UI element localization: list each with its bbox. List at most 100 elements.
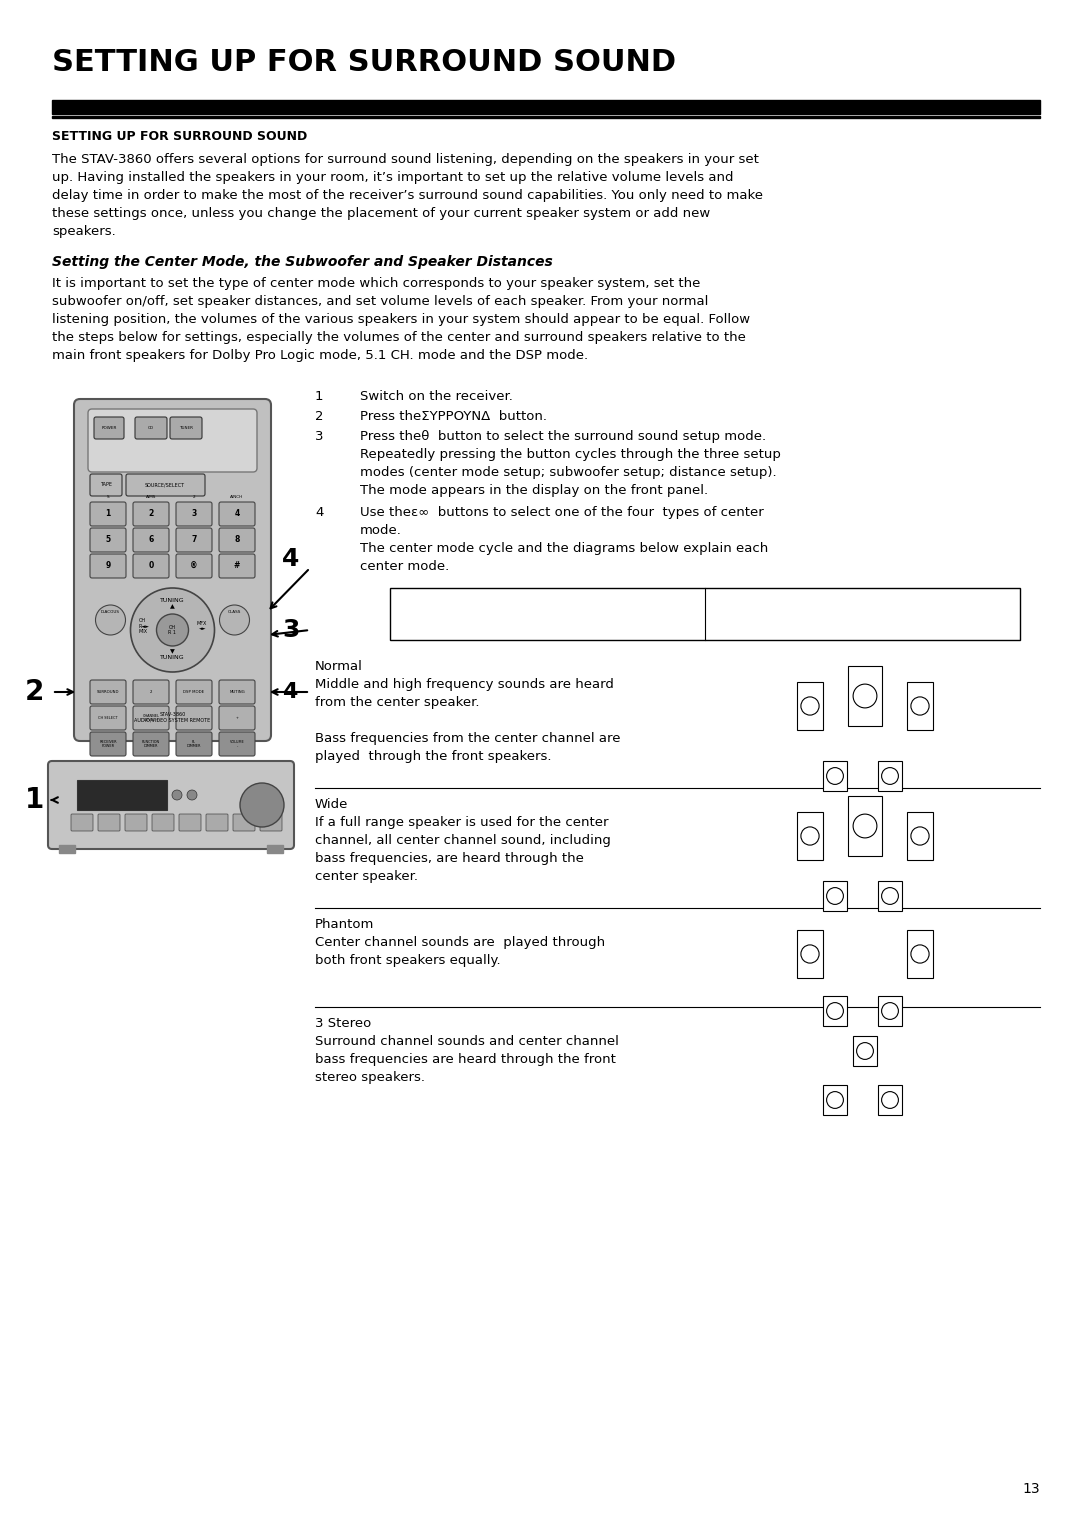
Text: channel, all center channel sound, including: channel, all center channel sound, inclu…: [315, 835, 611, 847]
Text: ─── 3: ─── 3: [399, 597, 424, 606]
Circle shape: [910, 945, 929, 963]
FancyBboxPatch shape: [152, 813, 174, 832]
Bar: [797, 682, 823, 729]
Text: MUTING: MUTING: [229, 690, 245, 694]
Text: center speaker.: center speaker.: [315, 870, 418, 884]
Text: 4: 4: [282, 682, 297, 702]
FancyBboxPatch shape: [90, 554, 126, 578]
Circle shape: [910, 827, 929, 845]
Text: from the center speaker.: from the center speaker.: [315, 696, 480, 710]
Text: Bass frequencies from the center channel are: Bass frequencies from the center channel…: [315, 732, 621, 745]
FancyBboxPatch shape: [176, 681, 212, 703]
Circle shape: [881, 888, 899, 905]
Text: delay time in order to make the most of the receiver’s surround sound capabiliti: delay time in order to make the most of …: [52, 189, 762, 201]
Text: VOLUME
-: VOLUME -: [230, 740, 244, 748]
Text: stereo speakers.: stereo speakers.: [315, 1071, 426, 1083]
Circle shape: [856, 1042, 874, 1059]
Text: main front speakers for Dolby Pro Logic mode, 5.1 CH. mode and the DSP mode.: main front speakers for Dolby Pro Logic …: [52, 349, 589, 362]
Bar: [848, 797, 882, 856]
Text: Repeatedly pressing the button cycles through the three setup: Repeatedly pressing the button cycles th…: [360, 449, 781, 461]
FancyBboxPatch shape: [90, 681, 126, 703]
Text: 2: 2: [25, 678, 44, 707]
Text: It is important to set the type of center mode which corresponds to your speaker: It is important to set the type of cente…: [52, 278, 700, 290]
Circle shape: [881, 1003, 899, 1019]
Circle shape: [826, 1003, 843, 1019]
Text: ®: ®: [190, 562, 198, 571]
FancyBboxPatch shape: [170, 417, 202, 439]
FancyBboxPatch shape: [260, 813, 282, 832]
FancyBboxPatch shape: [233, 813, 255, 832]
Text: both front speakers equally.: both front speakers equally.: [315, 954, 501, 967]
Text: bass frequencies are heard through the front: bass frequencies are heard through the f…: [315, 1053, 616, 1067]
Bar: [797, 812, 823, 861]
Text: A/NCH: A/NCH: [230, 494, 244, 499]
Circle shape: [187, 790, 197, 800]
FancyBboxPatch shape: [90, 528, 126, 552]
Text: subwoofer on/off, set speaker distances, and set volume levels of each speaker. : subwoofer on/off, set speaker distances,…: [52, 295, 708, 308]
Bar: [52, 101, 1040, 114]
Text: Switch on the receiver.: Switch on the receiver.: [360, 391, 513, 403]
Text: D-ACOUS: D-ACOUS: [102, 610, 120, 613]
FancyBboxPatch shape: [219, 681, 255, 703]
Text: played  through the front speakers.: played through the front speakers.: [315, 749, 552, 763]
Text: A/MS: A/MS: [146, 494, 157, 499]
Text: mode.: mode.: [360, 523, 402, 537]
Text: 1: 1: [315, 391, 324, 403]
FancyBboxPatch shape: [176, 732, 212, 755]
FancyBboxPatch shape: [71, 813, 93, 832]
Text: ▼
TUNING: ▼ TUNING: [160, 649, 185, 661]
Text: WIDE: WIDE: [715, 597, 748, 606]
Circle shape: [853, 813, 877, 838]
FancyBboxPatch shape: [206, 813, 228, 832]
Text: +: +: [235, 716, 239, 720]
FancyBboxPatch shape: [87, 409, 257, 472]
Text: RECEIVER
POWER: RECEIVER POWER: [99, 740, 117, 748]
Text: modes (center mode setup; subwoofer setup; distance setup).: modes (center mode setup; subwoofer setu…: [360, 465, 777, 479]
Text: 2 ─── 3: 2 ─── 3: [505, 621, 541, 630]
Text: Wide: Wide: [315, 798, 349, 810]
Text: 13: 13: [1023, 1482, 1040, 1495]
Text: DSP MODE: DSP MODE: [184, 690, 204, 694]
Circle shape: [881, 1091, 899, 1108]
Text: SETTING UP FOR SURROUND SOUND: SETTING UP FOR SURROUND SOUND: [52, 130, 307, 143]
Text: Setting the Center Mode, the Subwoofer and Speaker Distances: Setting the Center Mode, the Subwoofer a…: [52, 255, 553, 269]
Bar: [907, 929, 933, 978]
Text: 0: 0: [148, 562, 153, 571]
Text: 9: 9: [106, 562, 110, 571]
Circle shape: [157, 613, 189, 645]
Text: CH SELECT: CH SELECT: [98, 716, 118, 720]
Text: The mode appears in the display on the front panel.: The mode appears in the display on the f…: [360, 484, 708, 497]
FancyBboxPatch shape: [219, 502, 255, 526]
Text: 3: 3: [191, 510, 197, 519]
Text: up. Having installed the speakers in your room, it’s important to set up the rel: up. Having installed the speakers in you…: [52, 171, 733, 185]
Circle shape: [240, 783, 284, 827]
Circle shape: [95, 604, 125, 635]
Circle shape: [826, 888, 843, 905]
FancyBboxPatch shape: [133, 681, 168, 703]
Text: FL
DIMMER: FL DIMMER: [187, 740, 201, 748]
Circle shape: [219, 604, 249, 635]
Bar: [77, 780, 167, 810]
Text: 1: 1: [106, 510, 110, 519]
Bar: [878, 1085, 902, 1116]
Text: If a full range speaker is used for the center: If a full range speaker is used for the …: [315, 816, 608, 829]
Text: Normal: Normal: [315, 661, 363, 673]
Text: TUNER: TUNER: [179, 426, 193, 430]
Bar: [878, 881, 902, 911]
FancyBboxPatch shape: [219, 554, 255, 578]
Text: 4: 4: [315, 507, 323, 519]
Text: these settings once, unless you change the placement of your current speaker sys: these settings once, unless you change t…: [52, 208, 711, 220]
FancyBboxPatch shape: [48, 761, 294, 848]
FancyBboxPatch shape: [133, 707, 168, 729]
Text: 5: 5: [106, 536, 110, 545]
Text: POWER: POWER: [102, 426, 117, 430]
Text: S: S: [107, 494, 109, 499]
Text: The STAV-3860 offers several options for surround sound listening, depending on : The STAV-3860 offers several options for…: [52, 153, 759, 166]
Text: center mode.: center mode.: [360, 560, 449, 572]
Text: 2: 2: [315, 410, 324, 423]
Text: 4: 4: [282, 546, 299, 571]
Circle shape: [801, 827, 819, 845]
Text: 3: 3: [315, 430, 324, 443]
Circle shape: [826, 768, 843, 784]
FancyBboxPatch shape: [94, 417, 124, 439]
